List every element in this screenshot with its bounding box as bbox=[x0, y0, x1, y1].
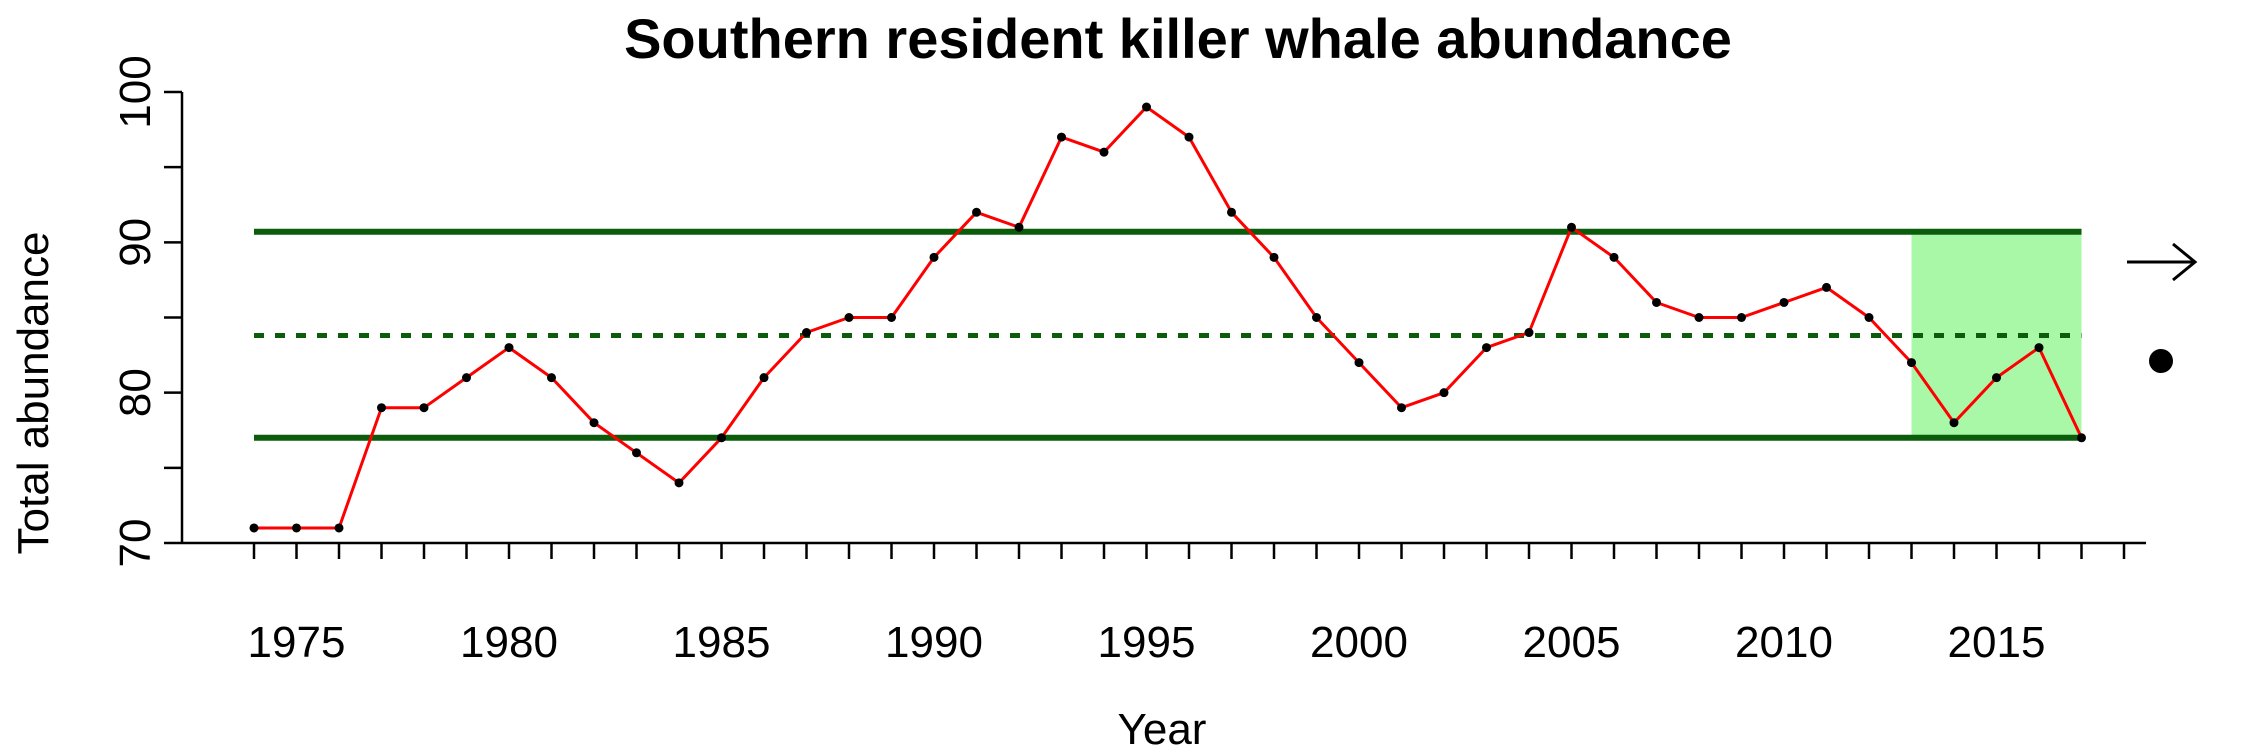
data-point bbox=[844, 313, 854, 322]
y-tick-label: 80 bbox=[111, 368, 160, 417]
x-tick-label: 2000 bbox=[1310, 618, 1408, 667]
x-tick-label: 1990 bbox=[885, 618, 983, 667]
data-point bbox=[2034, 343, 2044, 353]
data-point bbox=[1439, 388, 1449, 398]
data-point bbox=[1482, 343, 1491, 353]
data-point bbox=[419, 403, 429, 413]
x-tick-label: 1995 bbox=[1098, 618, 1196, 667]
status-dot-icon bbox=[2149, 349, 2173, 373]
data-point bbox=[1397, 403, 1406, 413]
data-point bbox=[887, 313, 896, 322]
trend-arrowhead-icon bbox=[2172, 242, 2198, 282]
data-point bbox=[504, 343, 514, 353]
data-point bbox=[1694, 313, 1704, 322]
abundance-line bbox=[254, 105, 2083, 530]
data-point bbox=[1652, 297, 1661, 307]
data-point bbox=[2077, 433, 2086, 443]
x-tick-label: 2005 bbox=[1523, 618, 1621, 667]
data-point bbox=[759, 373, 769, 383]
data-point bbox=[462, 373, 471, 383]
x-tick-label: 1975 bbox=[248, 618, 346, 667]
x-tick-label: 1985 bbox=[673, 618, 771, 667]
data-point bbox=[802, 328, 811, 338]
data-point bbox=[929, 252, 939, 262]
data-point bbox=[1907, 358, 1916, 368]
chart-title: Southern resident killer whale abundance bbox=[624, 7, 1732, 70]
data-point bbox=[1099, 147, 1109, 157]
data-point bbox=[1822, 282, 1831, 292]
data-point bbox=[1057, 132, 1066, 142]
data-point bbox=[1779, 297, 1789, 307]
data-point bbox=[1312, 313, 1321, 322]
data-point bbox=[1949, 418, 1959, 428]
data-point bbox=[717, 433, 726, 443]
data-point bbox=[632, 448, 641, 458]
data-point bbox=[1737, 313, 1746, 322]
data-point bbox=[292, 523, 301, 533]
plot-area: 70 80 90 100 1975 1980 1985 1990 1995 2000 2005 201… bbox=[111, 55, 2198, 667]
data-point bbox=[1014, 222, 1024, 232]
y-tick-label: 90 bbox=[111, 218, 160, 267]
data-point bbox=[547, 373, 556, 383]
data-point bbox=[1524, 328, 1534, 338]
x-tick-label: 2015 bbox=[1948, 618, 2046, 667]
data-point bbox=[972, 207, 981, 217]
data-point bbox=[1609, 252, 1619, 262]
data-point bbox=[1567, 222, 1576, 232]
data-point bbox=[1864, 313, 1874, 322]
data-point bbox=[1184, 132, 1194, 142]
data-point bbox=[249, 523, 259, 533]
y-axis-label: Total abundance bbox=[9, 232, 58, 555]
data-point bbox=[589, 418, 599, 428]
data-point bbox=[1354, 358, 1364, 368]
y-tick-label: 70 bbox=[111, 519, 160, 568]
x-axis-label: Year bbox=[1118, 705, 1207, 750]
data-point bbox=[377, 403, 386, 413]
x-tick-label: 1980 bbox=[460, 618, 558, 667]
data-point bbox=[1142, 102, 1151, 112]
data-point bbox=[674, 478, 684, 488]
data-point bbox=[1269, 252, 1279, 262]
x-tick-label: 2010 bbox=[1735, 618, 1833, 667]
data-point bbox=[334, 523, 344, 533]
data-point bbox=[1992, 373, 2001, 383]
y-tick-label: 100 bbox=[111, 55, 160, 128]
data-point bbox=[1227, 207, 1236, 217]
